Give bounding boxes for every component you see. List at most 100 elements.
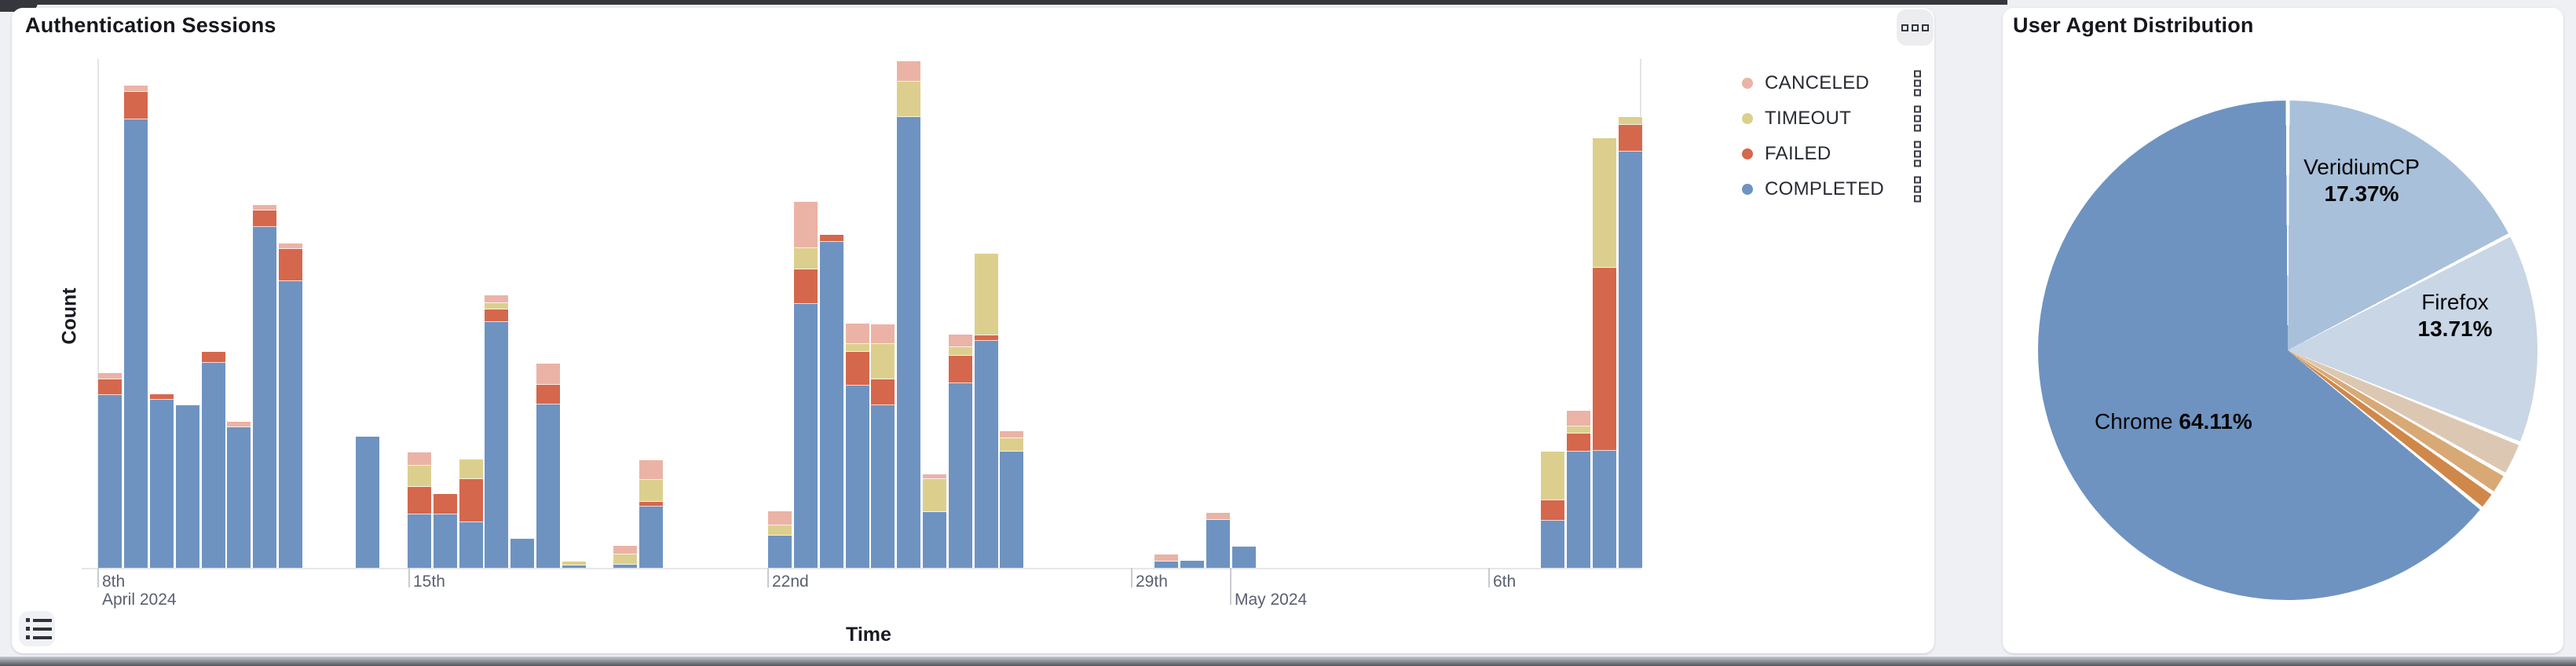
stacked-bar-apr-25-am[interactable] [923,474,946,568]
stacked-bar-apr-15-pm[interactable] [433,494,457,568]
bar-segment-completed [510,539,535,568]
pie-slice-name: VeridiumCP [2303,155,2420,179]
bar-segment-timeout [1592,138,1616,268]
stacked-bar-apr-10-pm[interactable] [175,405,199,568]
legend-dot [1742,112,1753,124]
x-tick-line [1230,568,1231,605]
pie-slice-name: Firefox [2421,290,2489,314]
x-tick-label: 22nd [772,573,809,591]
bar-segment-timeout [768,525,792,536]
legend: CANCELED TIMEOUT FAILED COMPLETED [1742,65,1934,207]
stacked-bar-may-1-am[interactable] [1231,547,1256,568]
bar-segment-completed [1206,520,1230,568]
stacked-bar-may-8-am[interactable] [1592,138,1616,568]
bar-segment-completed [897,117,921,568]
bar-segment-completed [98,395,123,568]
stacked-bar-apr-25-pm[interactable] [948,335,972,568]
stacked-bar-apr-9-pm[interactable] [124,86,148,568]
bar-segment-canceled [871,324,895,344]
stacked-bar-apr-22-am[interactable] [768,511,792,568]
bar-segment-completed [1180,561,1204,568]
stacked-bar-apr-9-am[interactable] [98,373,123,568]
stacked-bar-apr-19-am[interactable] [613,546,638,568]
legend-item-completed[interactable]: COMPLETED [1742,171,1934,207]
stacked-bar-apr-17-am[interactable] [510,539,535,568]
stacked-bar-apr-24-am[interactable] [871,324,895,568]
bar-segment-timeout [613,554,638,565]
stacked-bar-apr-22-pm[interactable] [794,202,818,568]
stacked-bar-apr-30-pm[interactable] [1206,513,1230,568]
bar-segment-timeout [485,303,509,309]
chart-options-button[interactable] [1897,9,1934,46]
stacked-bar-apr-17-pm[interactable] [536,364,560,568]
y-axis-line [97,59,99,568]
bar-segment-completed [279,281,302,568]
legend-dot [1742,77,1753,89]
stacked-bar-apr-12-pm[interactable] [279,243,302,568]
bar-segment-completed [639,507,664,568]
bar-segment-failed [536,385,560,404]
stacked-bar-apr-19-pm[interactable] [639,460,664,568]
pie-slice-percent: 17.37% [2324,181,2399,207]
x-tick-label: 6th [1493,573,1517,591]
bar-segment-failed [253,210,277,227]
legend-kebab-squares-icon[interactable] [1914,176,1921,202]
stacked-bar-apr-29-pm[interactable] [1154,554,1179,568]
legend-kebab-squares-icon[interactable] [1914,70,1921,96]
x-axis-line [82,568,1641,569]
stacked-bar-apr-11-am[interactable] [201,352,225,568]
pie-slice-label-chrome: Chrome 64.11% [2095,408,2252,435]
bar-segment-canceled [923,474,946,479]
bar-segment-failed [819,235,843,242]
bar-segment-failed [459,479,483,522]
y-axis-title: Count [58,287,81,345]
legend-item-timeout[interactable]: TIMEOUT [1742,101,1934,136]
bar-segment-timeout [948,347,972,356]
data-view-button[interactable] [19,611,55,646]
list-icon [26,627,55,631]
bar-segment-timeout [1000,438,1024,452]
stacked-bar-apr-14-am[interactable] [356,437,380,568]
stacked-bar-may-7-am[interactable] [1541,452,1565,568]
legend-item-failed[interactable]: FAILED [1742,136,1934,171]
bar-segment-timeout [794,248,818,269]
bar-segment-timeout [459,459,483,479]
x-axis-title: Time [846,624,891,646]
bar-segment-timeout [845,344,869,352]
x-tick-line [767,568,769,587]
stacked-bar-apr-15-am[interactable] [408,452,431,568]
stacked-bar-apr-16-am[interactable] [459,459,483,568]
bar-segment-completed [408,514,431,568]
pie-chart[interactable] [2038,101,2538,600]
pie-slice-percent: 64.11% [2179,409,2252,434]
stacked-bar-apr-23-pm[interactable] [845,324,869,568]
stacked-bar-may-8-pm[interactable] [1618,117,1642,568]
stacked-bar-apr-26-pm[interactable] [1000,431,1024,568]
stacked-bar-apr-12-am[interactable] [253,205,277,568]
bar-segment-timeout [871,344,895,379]
legend-kebab-squares-icon[interactable] [1914,105,1921,131]
bar-segment-completed [871,405,895,568]
stacked-bar-apr-11-pm[interactable] [227,422,251,568]
legend-kebab-squares-icon[interactable] [1914,141,1921,166]
legend-item-canceled[interactable]: CANCELED [1742,65,1934,101]
bar-segment-failed [639,502,664,507]
x-tick-label: 15th [413,573,445,591]
stacked-bar-apr-23-am[interactable] [819,235,843,568]
bar-segment-canceled [227,422,251,427]
stacked-bar-apr-26-am[interactable] [974,254,998,568]
stacked-bar-apr-16-pm[interactable] [485,295,509,568]
bar-segment-completed [459,522,483,568]
grid-dots-icon [1901,24,1908,31]
stacked-bar-may-7-pm[interactable] [1567,411,1590,568]
stacked-bar-apr-30-am[interactable] [1180,561,1204,568]
x-tick-line [1488,568,1490,587]
stacked-bar-apr-18-am[interactable] [562,562,586,568]
stacked-bar-apr-24-pm[interactable] [897,61,921,568]
bar-segment-canceled [279,243,302,249]
stacked-bar-apr-10-am[interactable] [150,394,174,568]
bar-segment-canceled [253,205,277,210]
bar-segment-completed [845,386,869,568]
bar-segment-completed [1592,451,1616,568]
bar-segment-completed [175,405,199,568]
